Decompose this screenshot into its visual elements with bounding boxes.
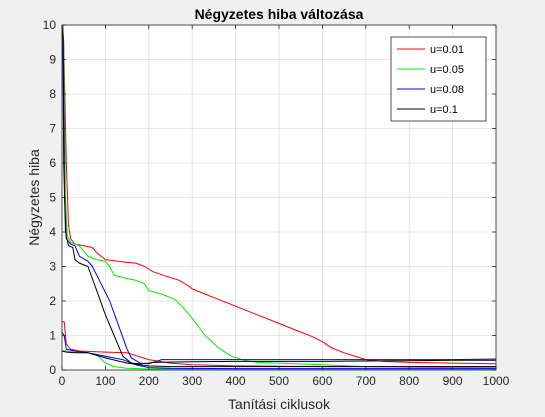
series-line xyxy=(61,24,497,365)
legend: u=0.01 u=0.05 u=0.08 u=0.1 xyxy=(390,36,487,122)
x-tick-label: 700 xyxy=(356,374,376,388)
x-axis-label: Tanítási ciklusok xyxy=(228,396,331,412)
series-line xyxy=(62,24,497,365)
series-line xyxy=(61,24,496,365)
x-tick-label: 400 xyxy=(226,374,246,388)
legend-label: u=0.01 xyxy=(430,44,464,56)
y-axis-label: Négyzetes hiba xyxy=(26,149,42,246)
y-tick-label: 7 xyxy=(49,122,56,136)
y-tick-label: 0 xyxy=(49,363,56,377)
x-tick-label: 300 xyxy=(182,374,202,388)
legend-label: u=0.1 xyxy=(430,104,458,116)
y-tick-label: 6 xyxy=(49,156,56,170)
y-tick-label: 10 xyxy=(43,18,57,32)
legend-label: u=0.08 xyxy=(430,84,464,96)
y-tick-label: 3 xyxy=(49,260,56,274)
x-tick-label: 800 xyxy=(399,374,419,388)
series-lines xyxy=(61,24,497,370)
legend-label: u=0.05 xyxy=(430,64,464,76)
y-tick-label: 8 xyxy=(49,87,56,101)
chart-title: Négyzetes hiba változása xyxy=(195,6,364,22)
x-tick-label: 1000 xyxy=(483,374,510,388)
x-tick-label: 600 xyxy=(312,374,332,388)
axis-ticks: 0 100 200 300 400 500 600 700 800 900 1000 0 1 2 3 4 5 6 7… xyxy=(43,18,510,388)
series-line xyxy=(62,350,496,370)
y-tick-label: 1 xyxy=(49,329,56,343)
legend-box xyxy=(390,36,487,122)
series-line xyxy=(61,24,497,369)
y-tick-label: 9 xyxy=(49,53,56,67)
x-tick-label: 200 xyxy=(139,374,159,388)
x-tick-label: 100 xyxy=(95,374,115,388)
y-tick-label: 4 xyxy=(49,225,56,239)
y-tick-label: 2 xyxy=(49,294,56,308)
y-tick-label: 5 xyxy=(49,191,56,205)
x-tick-label: 500 xyxy=(269,374,289,388)
x-tick-label: 0 xyxy=(59,374,66,388)
series-u-0-05 xyxy=(61,24,497,370)
x-tick-label: 900 xyxy=(443,374,463,388)
